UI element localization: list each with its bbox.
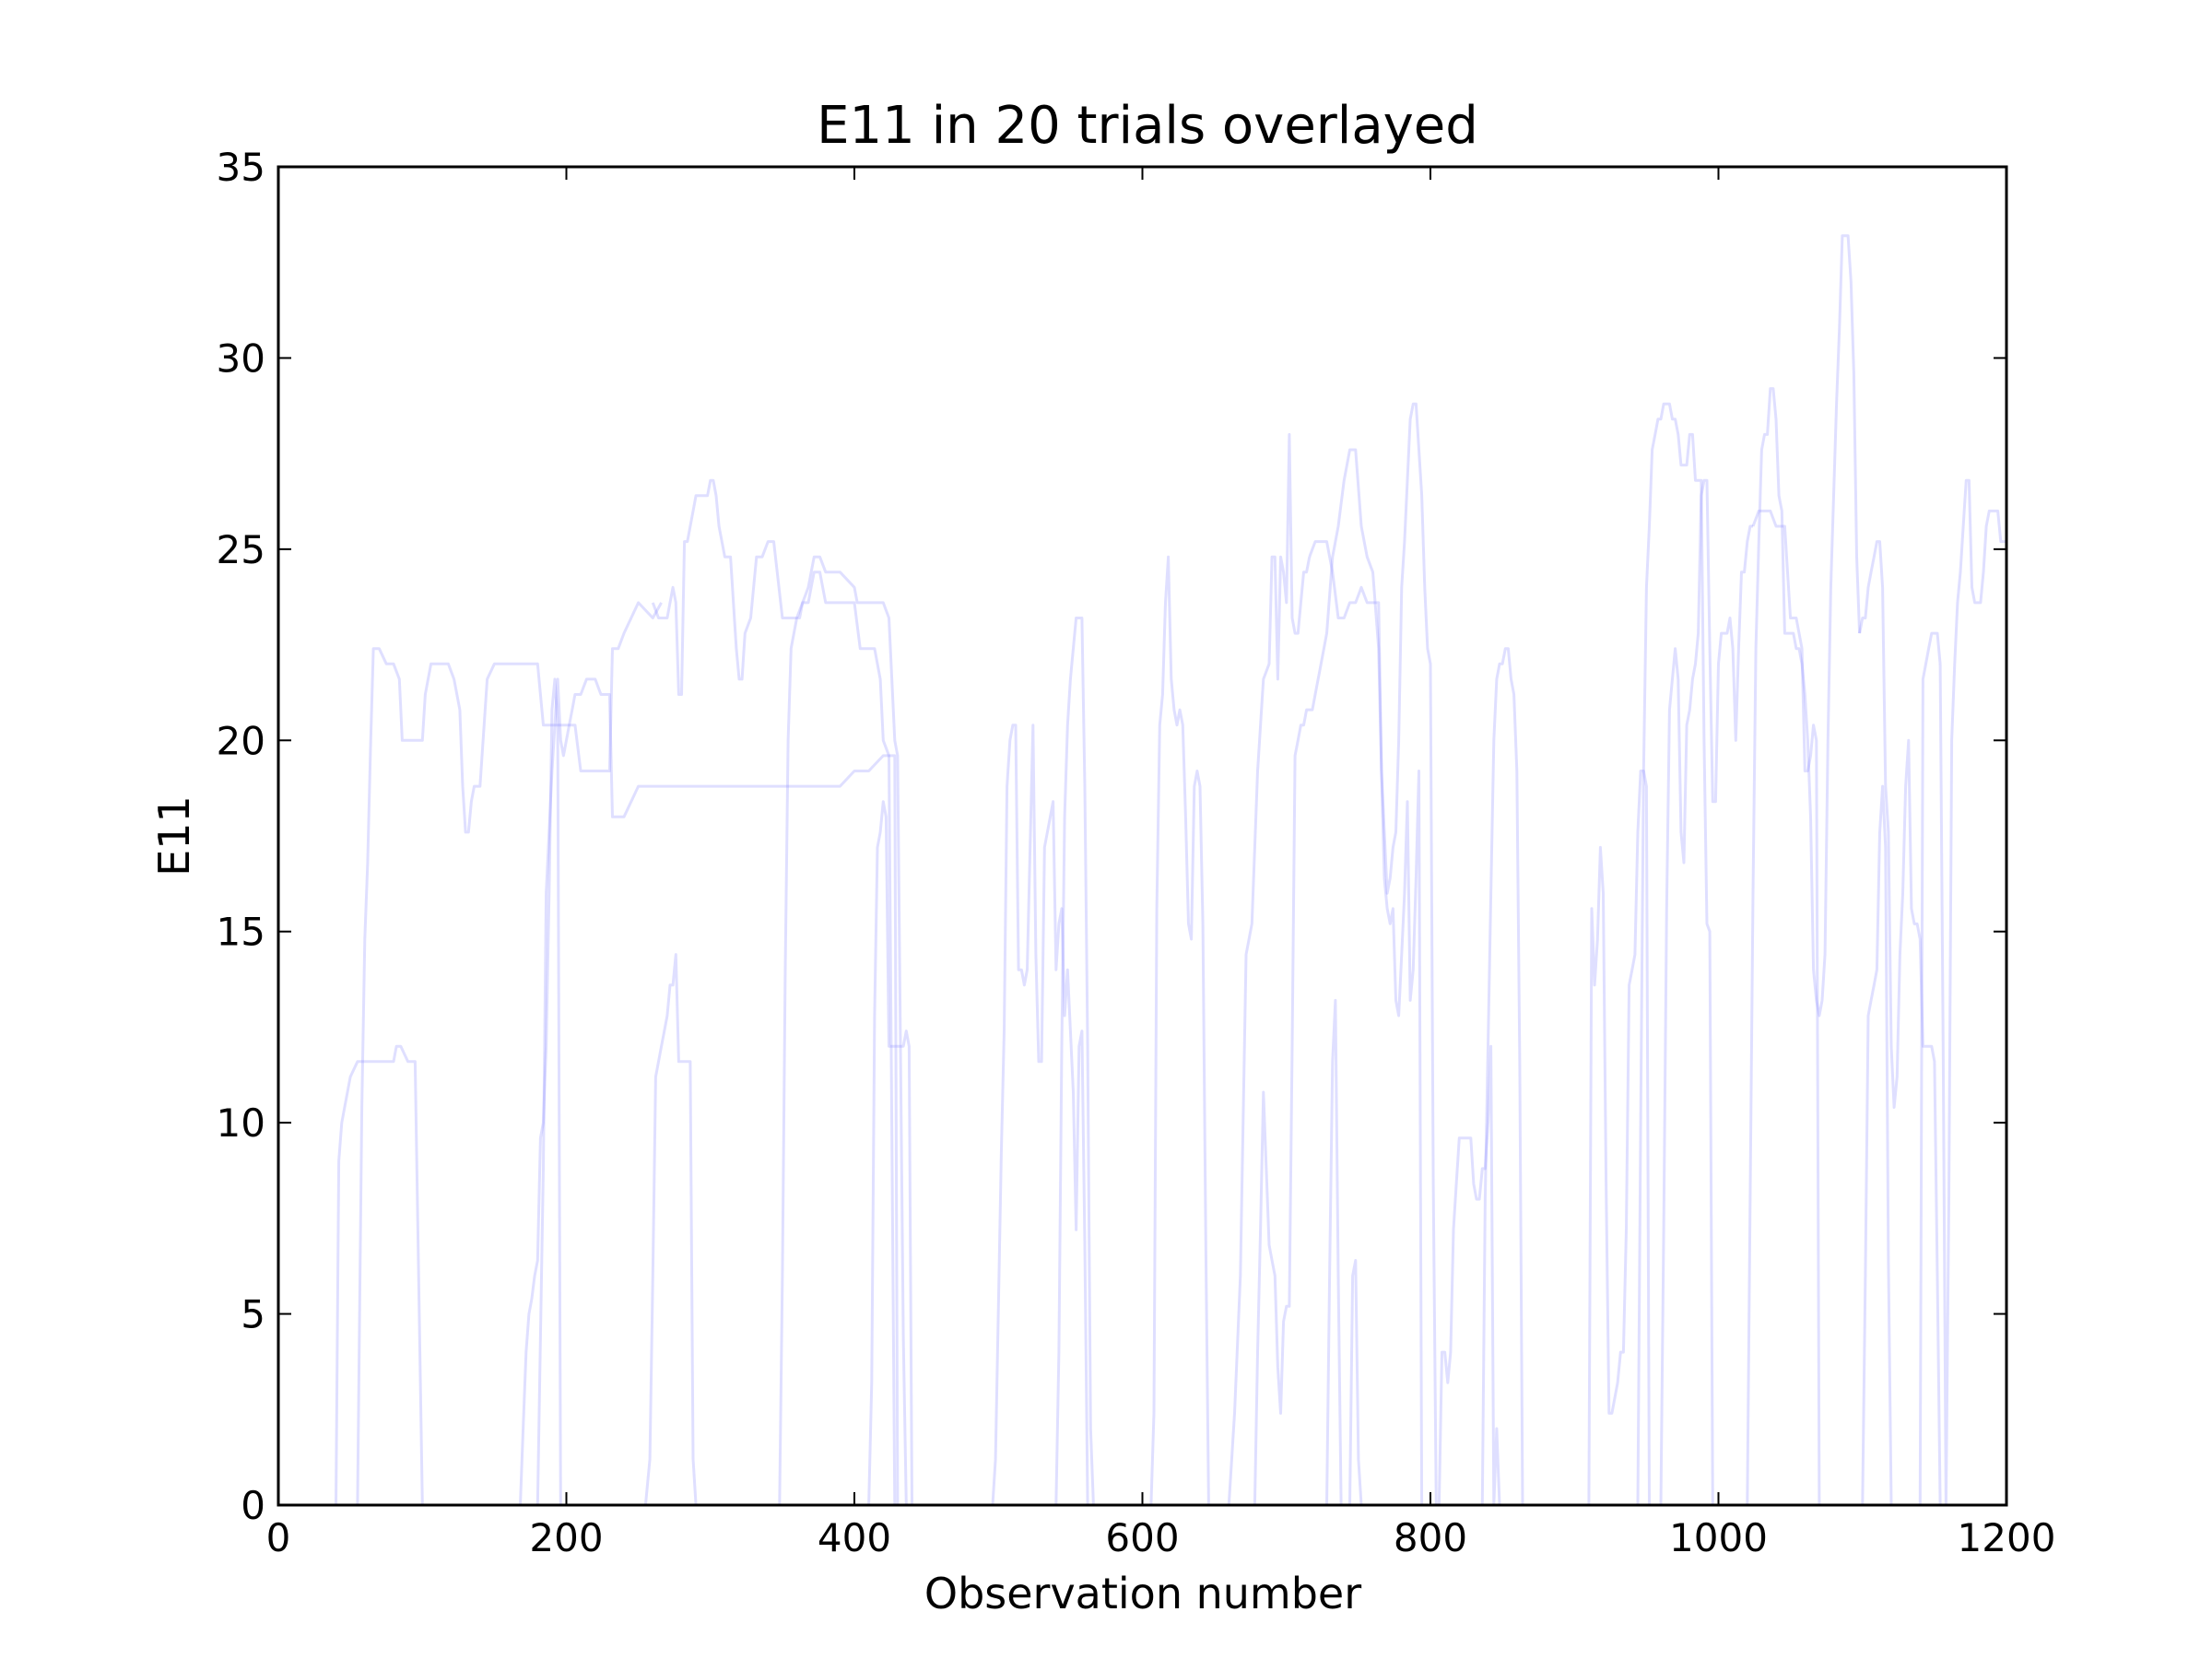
series-line-3 — [651, 478, 910, 1507]
series-line-6 — [643, 953, 700, 1507]
series-line-12 — [1227, 432, 1312, 1506]
series-line-15 — [1313, 448, 1424, 1506]
x-tick-label: 200 — [529, 1515, 603, 1560]
y-tick-label: 15 — [217, 910, 265, 955]
x-tick-label: 600 — [1105, 1515, 1179, 1560]
y-tick-label: 35 — [217, 145, 265, 190]
series-line-16 — [1325, 998, 1365, 1507]
y-tick-label: 5 — [241, 1292, 265, 1337]
x-tick-label: 1000 — [1669, 1515, 1768, 1560]
y-tick-label: 10 — [217, 1100, 265, 1146]
series-line-14 — [1253, 694, 1317, 1506]
y-tick-label: 30 — [217, 335, 265, 381]
y-tick-label: 25 — [217, 527, 265, 572]
series-line-2 — [356, 601, 663, 1506]
x-tick-label: 1200 — [1958, 1515, 2056, 1560]
x-axis-title: Observation number — [924, 1569, 1361, 1618]
series-line-5 — [519, 677, 562, 1506]
series-lines — [278, 234, 2006, 1507]
x-tick-label: 800 — [1394, 1515, 1467, 1560]
series-line-9 — [991, 724, 1094, 1507]
series-line-22 — [1751, 509, 1829, 1507]
series-line-1 — [278, 1044, 624, 1507]
chart-title: E11 in 20 trials overlayed — [817, 96, 1478, 156]
series-line-13 — [1308, 402, 1438, 1506]
series-line-10 — [1054, 617, 1100, 1507]
series-line-11 — [1149, 555, 1218, 1507]
y-tick-label: 0 — [241, 1483, 265, 1528]
series-line-4 — [535, 677, 900, 1506]
series-line-25 — [1861, 631, 1942, 1507]
series-line-18 — [1480, 647, 1526, 1507]
x-tick-label: 0 — [266, 1515, 291, 1560]
series-line-20 — [1636, 402, 1727, 1507]
series-line-8 — [867, 800, 915, 1507]
series-line-24 — [1858, 540, 1947, 1507]
y-axis-title: E11 — [149, 795, 199, 877]
x-tick-label: 400 — [818, 1515, 891, 1560]
series-line-23 — [1746, 234, 1862, 1506]
y-tick-label: 20 — [217, 718, 265, 763]
y-axis: 0 5 10 15 20 25 30 35 — [217, 145, 2006, 1528]
x-axis: 0 200 400 600 800 1000 1200 — [266, 167, 2056, 1560]
series-line-21 — [1659, 478, 1753, 1506]
series-line-26 — [1938, 478, 2006, 1507]
plot-frame — [276, 165, 2008, 1507]
series-line-7 — [778, 571, 897, 1506]
series-line-17 — [1437, 1044, 1501, 1507]
